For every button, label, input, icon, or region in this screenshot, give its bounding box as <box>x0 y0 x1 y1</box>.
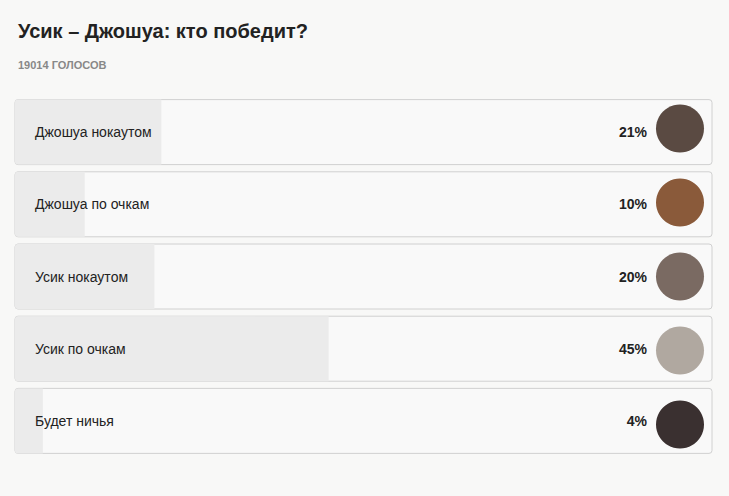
svg-text:Усик – Джошуа: кто победит?: Усик – Джошуа: кто победит? <box>18 20 308 42</box>
svg-text:Усик нокаутом: Усик нокаутом <box>35 269 128 285</box>
svg-text:45%: 45% <box>619 341 648 357</box>
svg-text:Джошуа нокаутом: Джошуа нокаутом <box>35 124 152 140</box>
svg-text:20%: 20% <box>619 269 648 285</box>
svg-text:4%: 4% <box>627 413 648 429</box>
svg-text:Джошуа по очкам: Джошуа по очкам <box>35 196 149 212</box>
svg-text:Усик по очкам: Усик по очкам <box>35 341 126 357</box>
svg-text:19014 ГОЛОСОВ: 19014 ГОЛОСОВ <box>18 59 107 71</box>
svg-text:Будет ничья: Будет ничья <box>35 413 114 429</box>
svg-text:10%: 10% <box>619 196 648 212</box>
svg-text:21%: 21% <box>619 124 648 140</box>
